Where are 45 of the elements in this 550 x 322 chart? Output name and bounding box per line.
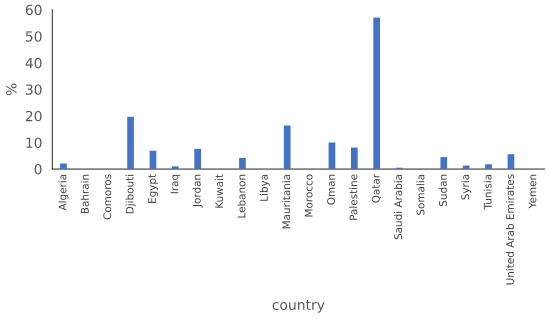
y-tick-label: 20 (26, 110, 42, 122)
bar (440, 157, 448, 170)
x-tick-label: Mauritania (282, 174, 290, 228)
x-tick-label: Saudi Arabia (394, 174, 402, 240)
y-tick-label: 40 (26, 58, 42, 68)
x-tick-label: Yemen (528, 174, 536, 208)
bar (127, 116, 134, 170)
x-tick-label: Libya (260, 174, 270, 201)
y-tick-label: 50 (26, 31, 42, 42)
x-tick-label: Syria (461, 174, 472, 200)
bar (194, 148, 202, 170)
x-tick-label: Qatar (372, 174, 381, 203)
x-tick-label: Djibouti (126, 174, 136, 214)
bar (508, 154, 514, 170)
x-tick-label: Jordan (192, 174, 203, 208)
x-tick-label: Tunisia (484, 174, 492, 210)
y-tick-label: 60 (26, 4, 42, 16)
y-axis-title: % (6, 84, 17, 96)
bar (172, 166, 179, 170)
x-tick-label: United Arab Emirates (506, 174, 514, 284)
x-tick-label: Lebanon (237, 174, 246, 218)
x-tick-label: Algeria (58, 174, 68, 210)
x-tick-label: Sudan (438, 174, 447, 206)
x-tick-label: Oman (327, 174, 335, 205)
x-tick-label: Bahrain (80, 174, 89, 214)
bar (284, 125, 291, 170)
y-tick-label: 10 (26, 137, 42, 148)
y-tick-label: 30 (26, 84, 42, 95)
x-tick-label: Kuwait (215, 174, 224, 208)
bar (485, 164, 492, 170)
bar (350, 148, 358, 170)
x-axis-title: country (272, 300, 325, 313)
x-tick-label: Palestine (349, 174, 358, 220)
x-tick-label: Somalia (416, 174, 424, 215)
bar (150, 150, 156, 170)
y-tick-label: 0 (34, 164, 42, 175)
bar (462, 166, 470, 170)
bar (60, 163, 67, 170)
x-tick-label: Morocco (304, 174, 313, 216)
bar (328, 142, 336, 170)
bar (239, 158, 246, 170)
x-tick-label: Egypt (148, 174, 158, 203)
x-tick-label: Iraq (170, 174, 180, 194)
bar (373, 18, 380, 170)
x-tick-label: Comoros (103, 174, 112, 220)
